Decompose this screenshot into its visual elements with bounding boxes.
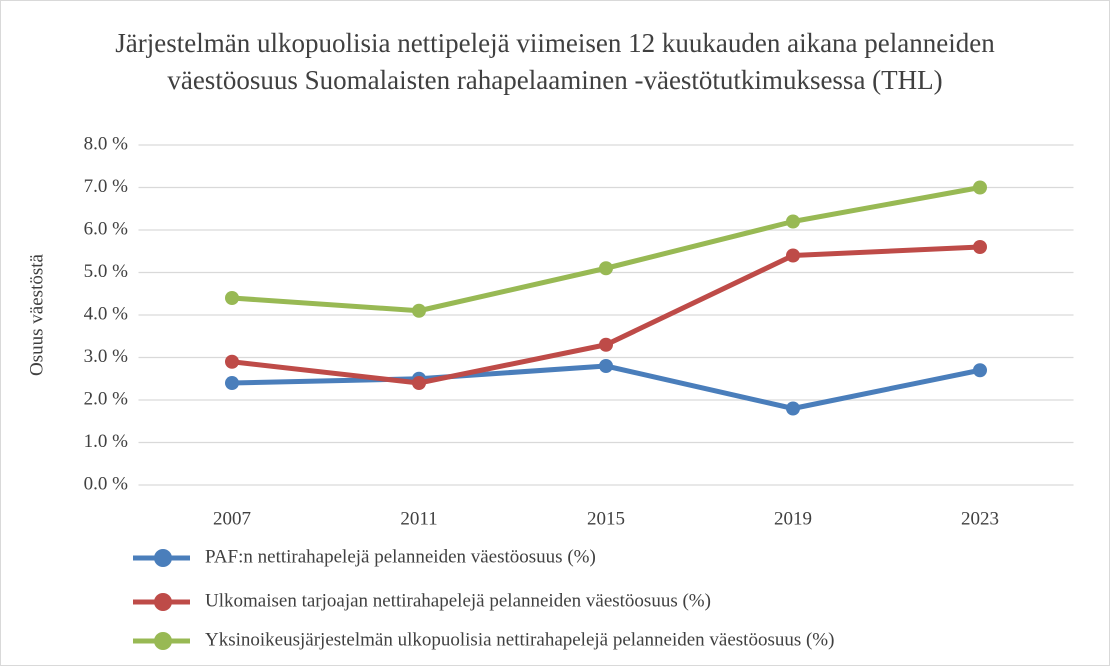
y-tick-label: 6.0 % [84, 218, 129, 239]
data-point [786, 214, 800, 229]
data-point [412, 303, 426, 318]
legend-marker [154, 632, 172, 650]
data-point [599, 359, 613, 373]
legend-marker [154, 549, 172, 567]
data-point [973, 240, 987, 254]
legend-label: Yksinoikeusjärjestelmän ulkopuolisia net… [205, 629, 834, 650]
data-point [786, 401, 800, 416]
y-tick-label: 8.0 % [84, 133, 129, 154]
x-tick-label: 2011 [400, 508, 437, 529]
x-tick-label: 2019 [774, 508, 812, 529]
y-tick-label: 5.0 % [84, 261, 129, 282]
data-point [225, 376, 239, 390]
data-point [225, 291, 239, 305]
data-point [973, 180, 987, 195]
data-point [599, 337, 613, 352]
y-tick-label: 1.0 % [84, 431, 129, 452]
data-point [225, 354, 239, 369]
legend-label: Ulkomaisen tarjoajan nettirahapelejä pel… [205, 590, 711, 611]
y-axis-label: Osuus väestöstä [26, 253, 47, 375]
chart-title: väestöosuus Suomalaisten rahapelaaminen … [167, 65, 942, 95]
y-tick-label: 0.0 % [84, 473, 129, 494]
legend-marker [154, 593, 172, 611]
x-tick-label: 2023 [961, 508, 999, 529]
data-point [786, 248, 800, 263]
chart-title: Järjestelmän ulkopuolisia nettipelejä vi… [115, 28, 995, 58]
data-point [599, 261, 613, 276]
y-tick-label: 2.0 % [84, 388, 129, 409]
x-tick-label: 2015 [587, 508, 625, 529]
y-tick-label: 7.0 % [84, 176, 129, 197]
legend-label: PAF:n nettirahapelejä pelanneiden väestö… [205, 546, 596, 567]
y-tick-label: 4.0 % [84, 303, 129, 324]
x-tick-label: 2007 [213, 508, 251, 529]
data-point [412, 376, 426, 390]
data-point [973, 363, 987, 378]
y-tick-label: 3.0 % [84, 346, 129, 367]
